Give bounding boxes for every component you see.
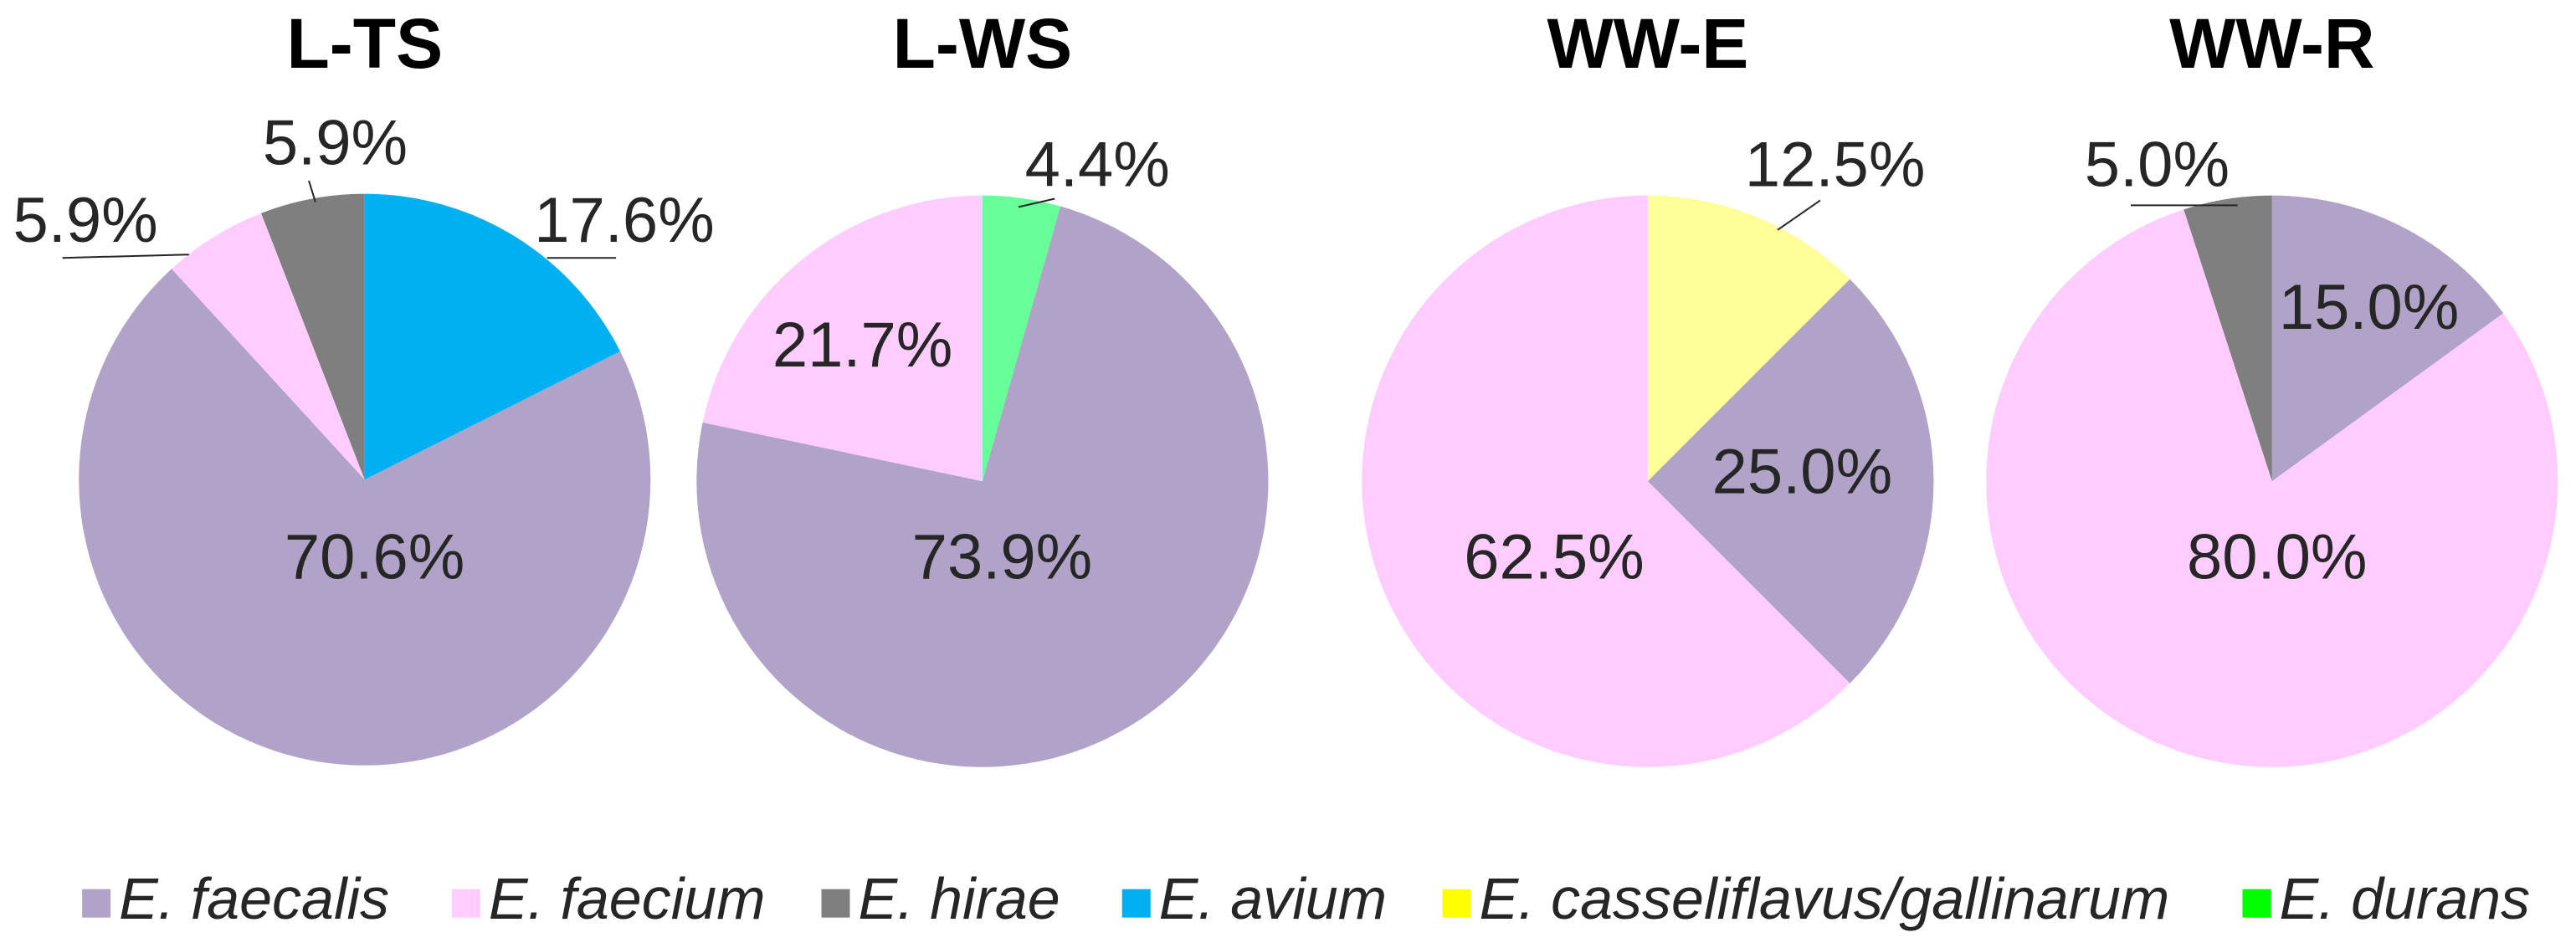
chart-title: WW-E bbox=[1547, 4, 1748, 83]
chart-title: WW-R bbox=[2169, 4, 2375, 83]
data-label: 5.9% bbox=[13, 185, 157, 256]
leader-line bbox=[1018, 197, 1055, 208]
legend-label: E. casseliflavus/gallinarum bbox=[1480, 866, 2170, 931]
pie-slice bbox=[1647, 195, 1850, 482]
leader-line bbox=[308, 180, 316, 202]
legend-swatch bbox=[2242, 889, 2271, 918]
data-label: 5.0% bbox=[2085, 129, 2230, 200]
pie-slice bbox=[1647, 279, 1934, 684]
pie-slice bbox=[702, 195, 983, 482]
pie-slice bbox=[1986, 209, 2558, 767]
legend-swatch bbox=[1121, 889, 1151, 918]
data-label: 12.5% bbox=[1745, 129, 1926, 200]
legend-label: E. avium bbox=[1159, 866, 1387, 931]
data-label: 5.9% bbox=[263, 108, 408, 179]
pie-slice bbox=[1362, 195, 1850, 767]
data-label: 80.0% bbox=[2187, 521, 2368, 592]
pie-slice bbox=[261, 193, 365, 480]
chart-title: L-WS bbox=[893, 4, 1073, 83]
leader-line bbox=[1777, 199, 1821, 231]
pie-slice bbox=[79, 269, 651, 766]
pie-slice bbox=[364, 193, 621, 480]
pie-slice bbox=[982, 195, 1061, 482]
data-label: 73.9% bbox=[912, 521, 1093, 592]
data-label: 21.7% bbox=[772, 310, 953, 381]
legend-label: E. faecium bbox=[489, 866, 766, 931]
legend-label: E. hirae bbox=[859, 866, 1060, 931]
pie-slice bbox=[172, 213, 365, 480]
chart-title: L-TS bbox=[286, 4, 443, 83]
legend-swatch bbox=[821, 889, 850, 918]
data-label: 70.6% bbox=[285, 521, 465, 592]
pie-slice bbox=[2271, 195, 2504, 482]
legend-swatch bbox=[1442, 889, 1471, 918]
legend-swatch bbox=[451, 889, 480, 918]
data-label: 4.4% bbox=[1025, 129, 1170, 200]
data-label: 25.0% bbox=[1712, 436, 1893, 507]
leader-line bbox=[62, 254, 189, 259]
pie-slice bbox=[696, 206, 1269, 767]
legend-label: E. durans bbox=[2279, 866, 2530, 931]
pie-slice bbox=[2183, 195, 2272, 482]
data-label: 15.0% bbox=[2279, 272, 2460, 343]
legend-label: E. faecalis bbox=[119, 866, 389, 931]
legend-swatch bbox=[82, 889, 111, 918]
data-label: 62.5% bbox=[1464, 521, 1645, 592]
data-label: 17.6% bbox=[534, 185, 715, 256]
